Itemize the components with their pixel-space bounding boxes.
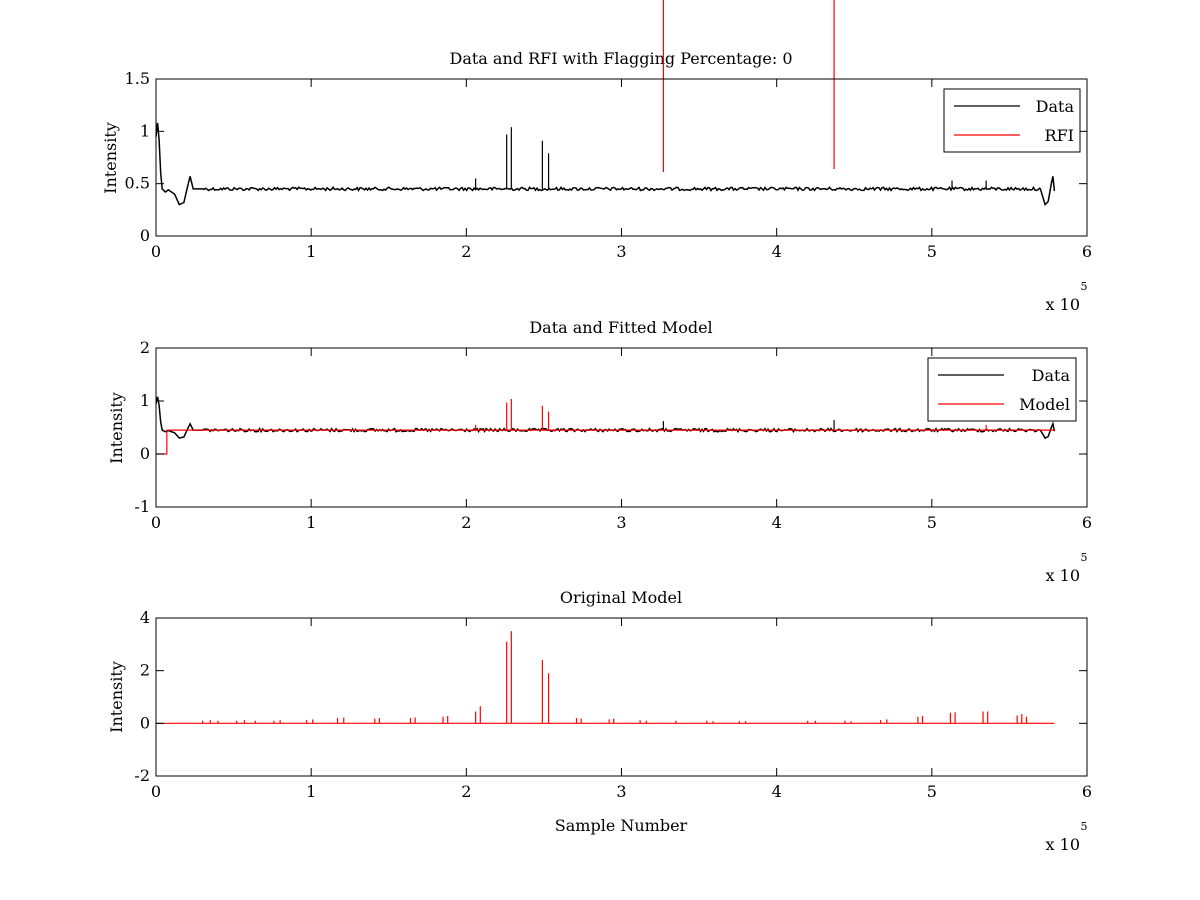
x-tick-label: 4 (772, 242, 782, 261)
x-tick-label: 1 (306, 513, 316, 532)
y-tick-label: 2 (140, 338, 150, 357)
x-tick-label: 2 (461, 242, 471, 261)
x-tick-label: 5 (927, 782, 937, 801)
x-tick-label: 2 (461, 782, 471, 801)
y-axis-label: Intensity (107, 661, 126, 733)
panel-title: Original Model (560, 588, 682, 607)
series-rfi (663, 0, 835, 173)
legend-box (927, 357, 1077, 422)
series-line (155, 122, 1056, 207)
x-multiplier-exponent: 5 (1081, 820, 1088, 833)
x-tick-label: 2 (461, 513, 471, 532)
x-tick-label: 5 (927, 513, 937, 532)
y-axis-label: Intensity (101, 122, 120, 194)
panel-data-and-rfi: Data and RFI with Flagging Percentage: 0… (101, 0, 1092, 314)
legend-label: Model (1019, 395, 1070, 414)
x-tick-label: 6 (1082, 242, 1092, 261)
x-tick-label: 4 (772, 513, 782, 532)
x-multiplier-label: x 10 (1046, 835, 1080, 854)
panel-title: Data and Fitted Model (529, 318, 712, 337)
series-data (155, 122, 1056, 207)
legend-label: Data (1036, 97, 1075, 116)
x-axis-label: Sample Number (555, 816, 688, 835)
y-tick-label: 2 (140, 661, 150, 680)
y-tick-label: -1 (134, 497, 150, 516)
y-axis-label: Intensity (107, 392, 126, 464)
y-tick-label: 0.5 (125, 174, 150, 193)
panel-data-and-fitted-model: Data and Fitted Model Intensity 0 1 2 3 4 5 6 -… (107, 318, 1092, 585)
y-tick-label: 1 (140, 121, 150, 140)
y-tick-label: 0 (140, 713, 150, 732)
y-tick-label: 1 (140, 391, 150, 410)
x-tick-label: 0 (151, 513, 161, 532)
legend-label: RFI (1045, 126, 1074, 145)
x-tick-label: 3 (616, 242, 626, 261)
x-tick-label: 6 (1082, 513, 1092, 532)
y-tick-label: -2 (134, 766, 150, 785)
x-tick-label: 4 (772, 782, 782, 801)
x-tick-label: 1 (306, 782, 316, 801)
y-tick-label: 4 (140, 608, 150, 627)
x-tick-label: 3 (616, 782, 626, 801)
legend-box (943, 88, 1081, 153)
x-multiplier-exponent: 5 (1081, 280, 1088, 293)
y-tick-label: 0 (140, 226, 150, 245)
legend: Data Model (927, 357, 1077, 422)
x-tick-label: 1 (306, 242, 316, 261)
x-tick-label: 0 (151, 242, 161, 261)
x-multiplier-label: x 10 (1046, 295, 1080, 314)
y-tick-label: 1.5 (125, 69, 150, 88)
x-tick-label: 5 (927, 242, 937, 261)
x-tick-label: 3 (616, 513, 626, 532)
panel-title: Data and RFI with Flagging Percentage: 0 (449, 49, 792, 68)
panel-original-model: Original Model Intensity Sample Number 0… (107, 588, 1092, 854)
x-multiplier-label: x 10 (1046, 566, 1080, 585)
y-tick-label: 0 (140, 444, 150, 463)
x-multiplier-exponent: 5 (1081, 551, 1088, 564)
x-tick-label: 0 (151, 782, 161, 801)
series-model (156, 631, 1055, 724)
legend: Data RFI (943, 88, 1081, 153)
x-tick-label: 6 (1082, 782, 1092, 801)
legend-label: Data (1032, 366, 1071, 385)
